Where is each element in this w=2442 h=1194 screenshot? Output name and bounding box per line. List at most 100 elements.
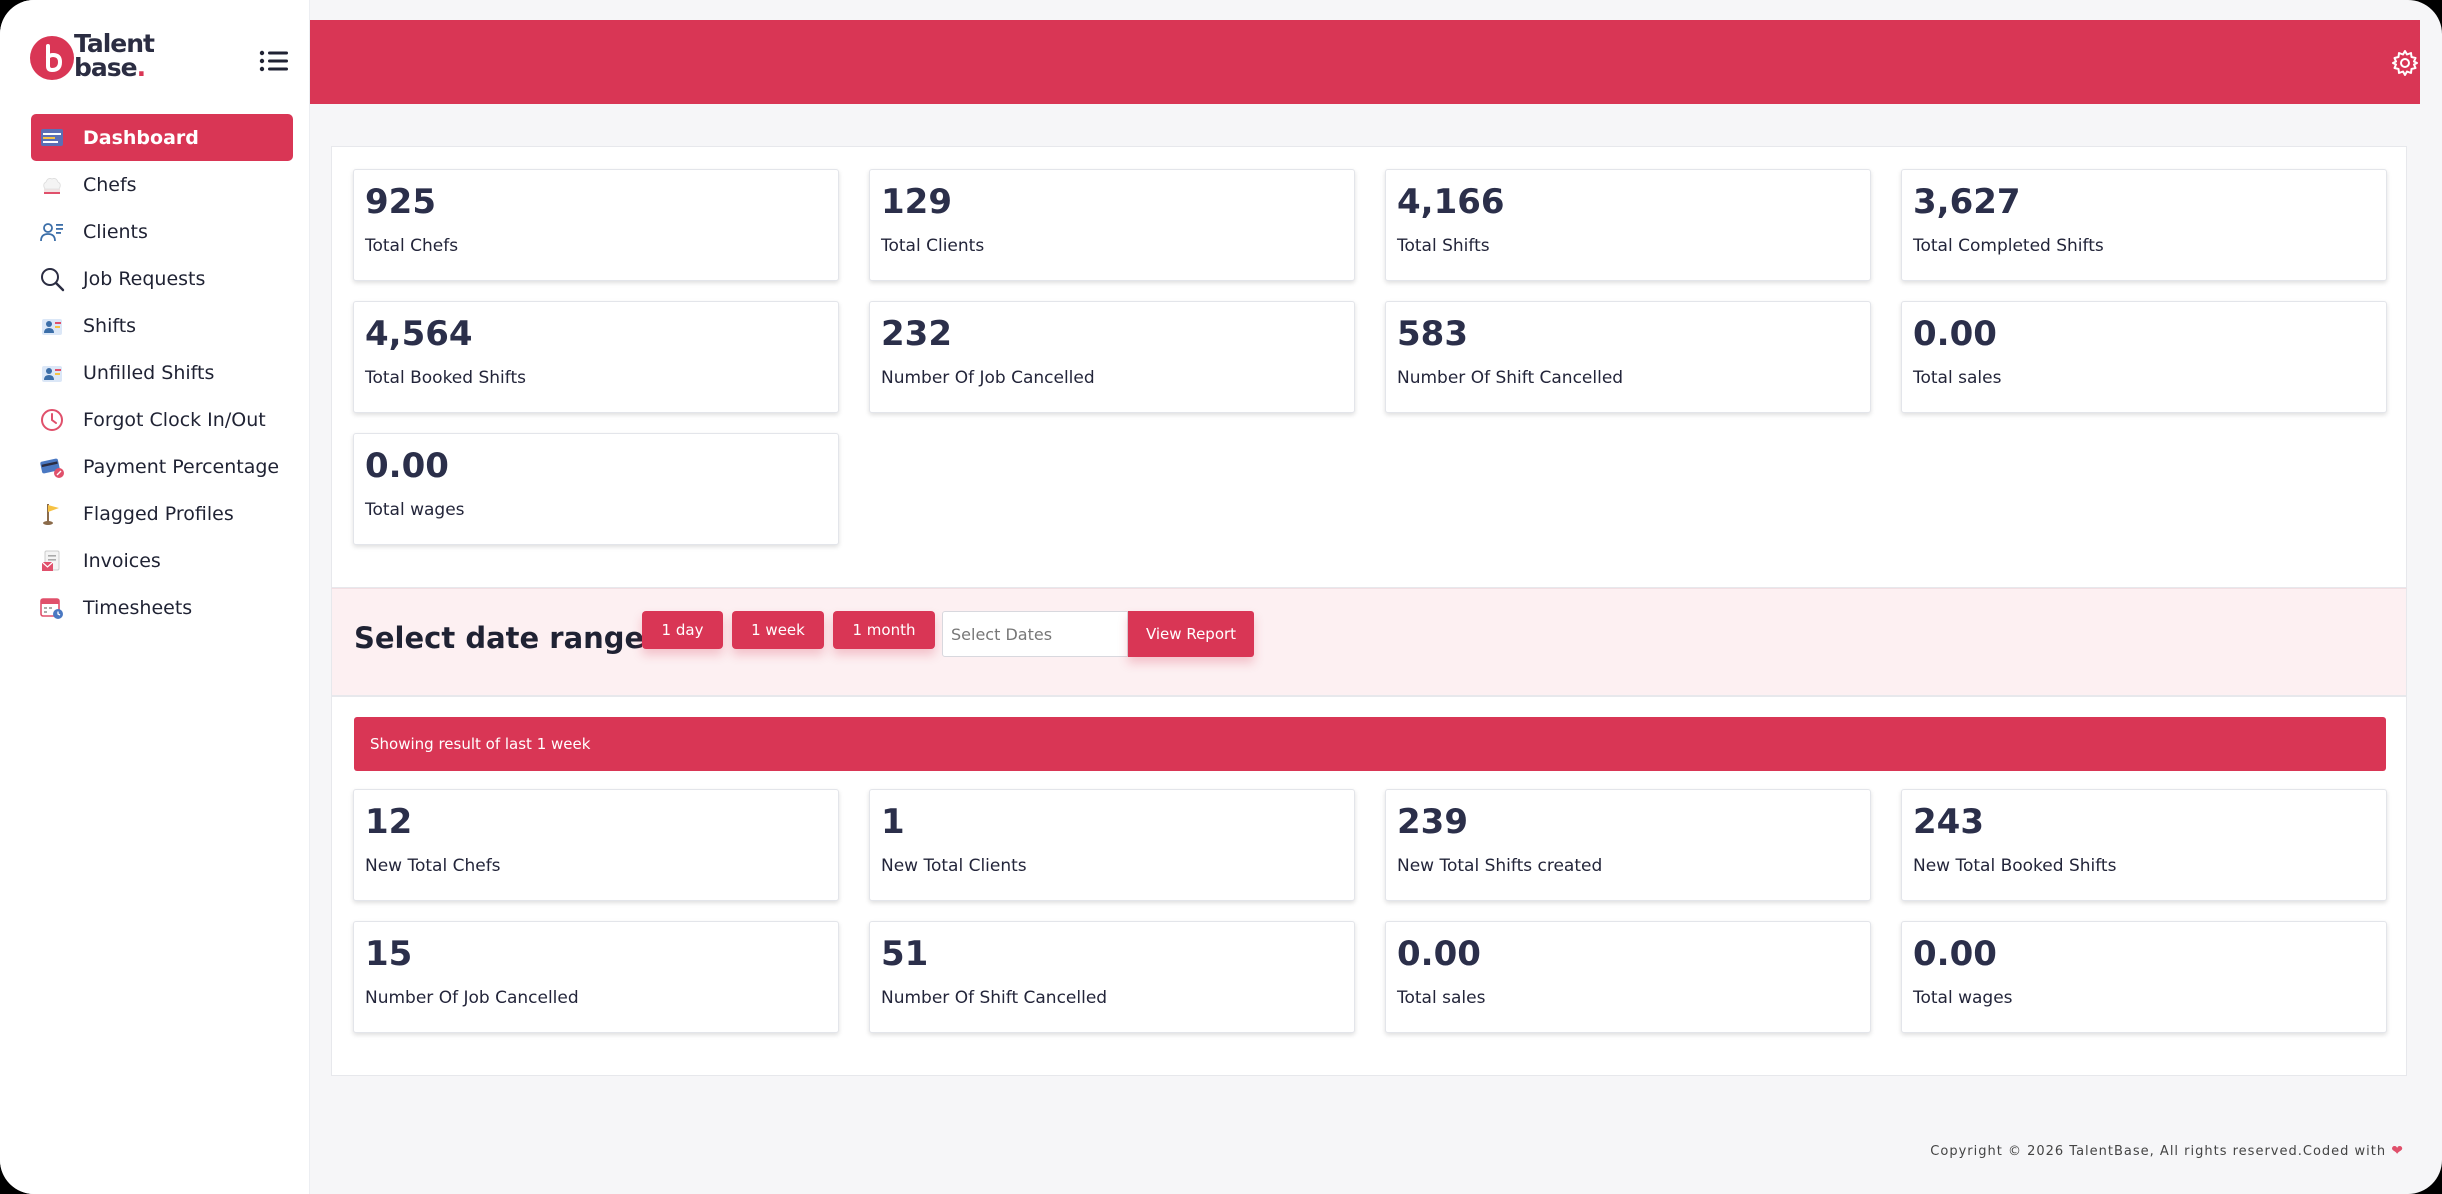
stat-card: 232 Number Of Job Cancelled (869, 301, 1355, 413)
stat-value: 4,166 (1397, 182, 1505, 222)
stat-value: 1 (881, 802, 905, 842)
view-report-button[interactable]: View Report (1128, 611, 1254, 657)
menu-list-icon[interactable] (258, 46, 292, 76)
stat-label: Total Clients (881, 236, 985, 256)
one-month-button[interactable]: 1 month (833, 611, 935, 649)
stat-label: Total wages (365, 500, 465, 520)
chef-hat-icon (39, 172, 65, 198)
stat-value: 243 (1913, 802, 1984, 842)
gear-icon[interactable] (2390, 48, 2420, 78)
stat-label: Total Chefs (365, 236, 459, 256)
stat-label: Total Booked Shifts (365, 368, 526, 388)
one-day-button[interactable]: 1 day (642, 611, 723, 649)
logo-mark-icon (30, 36, 74, 80)
stat-label: Number Of Job Cancelled (881, 368, 1095, 388)
stat-value: 15 (365, 934, 413, 974)
brand-logo[interactable]: Talent base. (30, 30, 280, 86)
stat-label: Number Of Shift Cancelled (881, 988, 1108, 1008)
stat-label: Number Of Job Cancelled (365, 988, 579, 1008)
sidebar-item-label: Payment Percentage (83, 455, 280, 478)
date-range-panel: Select date range 1 day 1 week 1 month V… (331, 588, 2407, 696)
overall-stats-panel: 925 Total Chefs 129 Total Clients 4,166 … (331, 146, 2407, 588)
stat-card: 12 New Total Chefs (353, 789, 839, 901)
stat-label: Total Shifts (1397, 236, 1490, 256)
sidebar-item-label: Dashboard (83, 126, 199, 149)
stat-card: 0.00 Total sales (1385, 921, 1871, 1033)
sidebar-item-flagged-profiles[interactable]: Flagged Profiles (31, 490, 293, 537)
stat-card: 0.00 Total wages (353, 433, 839, 545)
stat-value: 0.00 (365, 446, 449, 486)
stat-card: 925 Total Chefs (353, 169, 839, 281)
sidebar-item-label: Job Requests (83, 267, 206, 290)
stat-label: Total sales (1397, 988, 1486, 1008)
sidebar-item-timesheets[interactable]: Timesheets (31, 584, 293, 631)
sidebar-item-shifts[interactable]: Shifts (31, 302, 293, 349)
payment-card-icon (39, 454, 65, 480)
calendar-clock-icon (39, 595, 65, 621)
stat-card: 583 Number Of Shift Cancelled (1385, 301, 1871, 413)
clock-icon (39, 407, 65, 433)
stat-value: 0.00 (1397, 934, 1481, 974)
stat-value: 51 (881, 934, 929, 974)
stat-card: 4,166 Total Shifts (1385, 169, 1871, 281)
sidebar-nav: Dashboard Chefs Clients Job Requests (31, 114, 293, 631)
date-range-title: Select date range (354, 621, 645, 655)
stat-label: New Total Shifts created (1397, 856, 1603, 876)
period-stats-panel: Showing result of last 1 week 12 New Tot… (331, 696, 2407, 1076)
stat-card: 15 Number Of Job Cancelled (353, 921, 839, 1033)
brand-wordmark: Talent base. (74, 29, 155, 82)
stat-label: Number Of Shift Cancelled (1397, 368, 1624, 388)
stat-card: 0.00 Total wages (1901, 921, 2387, 1033)
stat-label: New Total Clients (881, 856, 1027, 876)
shifts-icon (39, 313, 65, 339)
stat-card: 129 Total Clients (869, 169, 1355, 281)
brand-line2: base (74, 53, 138, 82)
stat-label: New Total Chefs (365, 856, 501, 876)
sidebar-item-label: Shifts (83, 314, 137, 337)
one-week-button[interactable]: 1 week (732, 611, 824, 649)
sidebar-item-label: Chefs (83, 173, 137, 196)
stat-card: 3,627 Total Completed Shifts (1901, 169, 2387, 281)
sidebar-item-dashboard[interactable]: Dashboard (31, 114, 293, 161)
unfilled-shifts-icon (39, 360, 65, 386)
stat-value: 4,564 (365, 314, 473, 354)
dashboard-icon (39, 125, 65, 151)
stat-value: 583 (1397, 314, 1468, 354)
sidebar-item-label: Unfilled Shifts (83, 361, 215, 384)
sidebar-item-clients[interactable]: Clients (31, 208, 293, 255)
sidebar-item-chefs[interactable]: Chefs (31, 161, 293, 208)
stat-value: 925 (365, 182, 436, 222)
stat-value: 0.00 (1913, 314, 1997, 354)
copyright-text: Copyright © 2026 TalentBase, All rights … (1930, 1144, 2387, 1159)
sidebar-item-job-requests[interactable]: Job Requests (31, 255, 293, 302)
sidebar: Talent base. Dashboard Chefs (0, 0, 310, 1194)
stat-card: 243 New Total Booked Shifts (1901, 789, 2387, 901)
sidebar-item-unfilled-shifts[interactable]: Unfilled Shifts (31, 349, 293, 396)
sidebar-item-payment-percentage[interactable]: Payment Percentage (31, 443, 293, 490)
stat-label: New Total Booked Shifts (1913, 856, 2117, 876)
stat-label: Total sales (1913, 368, 2002, 388)
stat-card: 1 New Total Clients (869, 789, 1355, 901)
stat-value: 12 (365, 802, 413, 842)
clients-icon (39, 219, 65, 245)
invoice-icon (39, 548, 65, 574)
sidebar-item-label: Flagged Profiles (83, 502, 234, 525)
sidebar-item-invoices[interactable]: Invoices (31, 537, 293, 584)
sidebar-item-forgot-clock[interactable]: Forgot Clock In/Out (31, 396, 293, 443)
sidebar-item-label: Forgot Clock In/Out (83, 408, 266, 431)
heart-icon: ❤ (2391, 1143, 2404, 1159)
stat-label: Total wages (1913, 988, 2013, 1008)
sidebar-item-label: Invoices (83, 549, 161, 572)
date-range-input[interactable] (942, 611, 1128, 657)
stat-value: 232 (881, 314, 952, 354)
brand-line1: Talent (74, 29, 155, 58)
stat-value: 239 (1397, 802, 1468, 842)
stat-label: Total Completed Shifts (1913, 236, 2104, 256)
sidebar-item-label: Timesheets (83, 596, 193, 619)
top-header (310, 20, 2420, 104)
sidebar-item-label: Clients (83, 220, 148, 243)
search-icon (39, 266, 65, 292)
stat-value: 129 (881, 182, 952, 222)
brand-dot: . (136, 53, 146, 82)
